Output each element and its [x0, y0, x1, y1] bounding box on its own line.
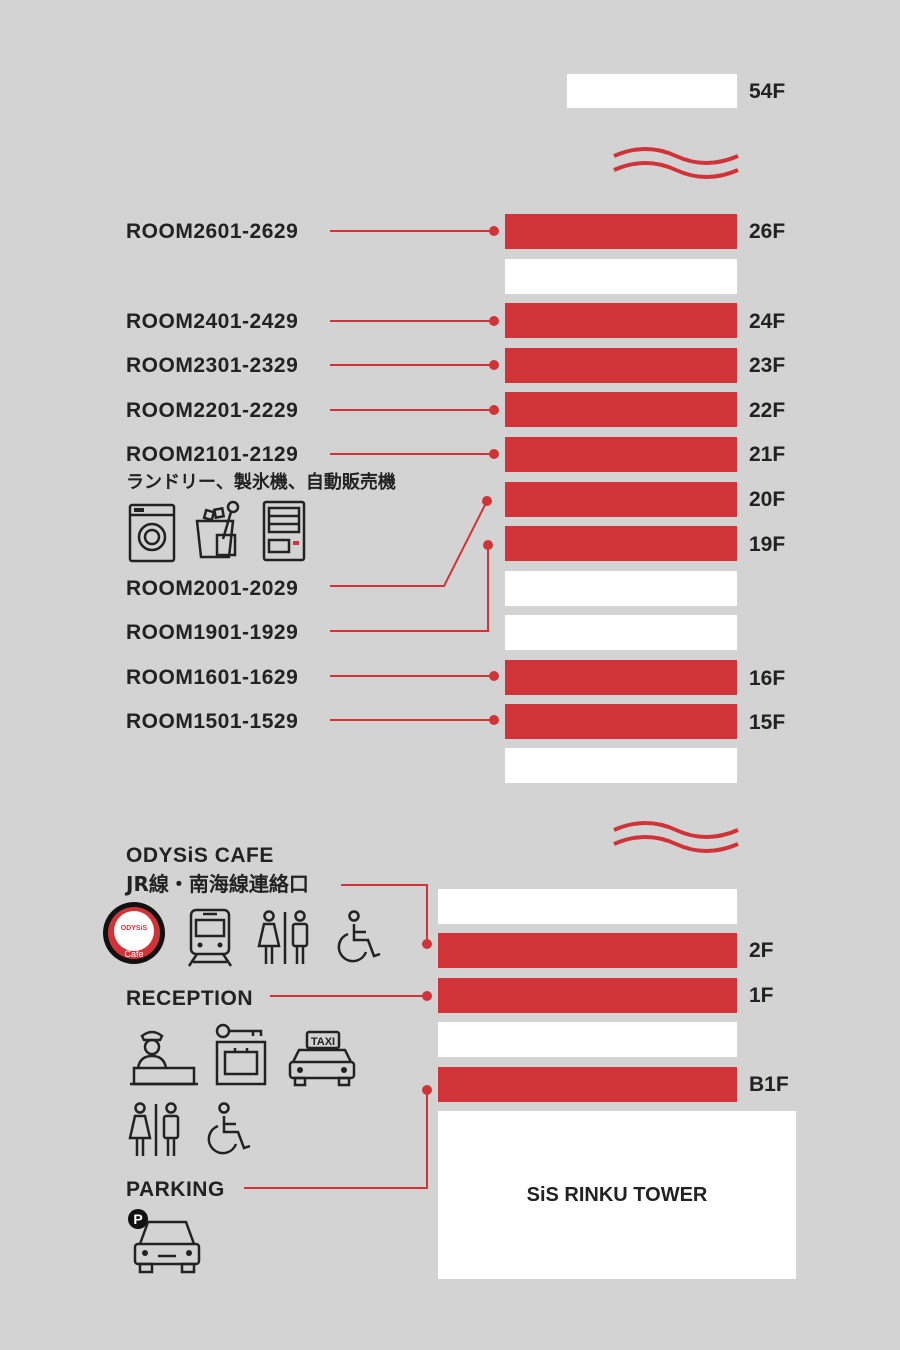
floor-label-19: 19F	[749, 533, 786, 556]
room-label-23: ROOM2301-2329	[126, 354, 299, 377]
wave-separator-bottom	[613, 821, 739, 853]
taxi-sign: TAXI	[311, 1036, 335, 1048]
floor-b1[interactable]	[438, 1067, 737, 1102]
floor-label-23: 23F	[749, 354, 786, 377]
room-label-16: ROOM1601-1629	[126, 666, 299, 689]
tower-base: SiS RINKU TOWER	[438, 1111, 796, 1279]
floor-25[interactable]	[505, 259, 737, 294]
floor-m[interactable]	[438, 1022, 737, 1057]
floor-label-20: 20F	[749, 488, 786, 511]
cafe-logo-icon: ODYSiS Cafe	[103, 902, 165, 964]
room-label-15: ROOM1501-1529	[126, 710, 299, 733]
floor-14[interactable]	[505, 748, 737, 783]
floor-label-21: 21F	[749, 443, 786, 466]
wheelchair-icon	[337, 910, 381, 963]
floor-18[interactable]	[505, 571, 737, 606]
train-icon	[187, 908, 233, 967]
room-label-24: ROOM2401-2429	[126, 310, 299, 333]
key-locker-icon	[215, 1023, 267, 1086]
floor-label-2: 2F	[749, 939, 774, 962]
room-label-22: ROOM2201-2229	[126, 399, 299, 422]
room-label-20: ROOM2001-2029	[126, 577, 299, 600]
floor-label-15: 15F	[749, 711, 786, 734]
rail-label: JR線・南海線連絡口	[126, 872, 309, 896]
floor-label-b1: B1F	[749, 1073, 789, 1096]
cafe-logo-brand: ODYSiS	[121, 925, 148, 932]
vending-machine-icon	[262, 500, 306, 562]
floor-15[interactable]	[505, 704, 737, 739]
wave-separator-top	[613, 147, 739, 179]
laundry-icon	[128, 503, 176, 563]
floor-1[interactable]	[438, 978, 737, 1013]
parking-icon: P	[128, 1209, 201, 1274]
room-label-21: ROOM2101-2129	[126, 443, 299, 466]
parking-label: PARKING	[126, 1178, 225, 1201]
room-label-26: ROOM2601-2629	[126, 220, 299, 243]
floor-20[interactable]	[505, 482, 737, 517]
tower-name: SiS RINKU TOWER	[526, 1183, 708, 1206]
floor-21[interactable]	[505, 437, 737, 472]
floor-16[interactable]	[505, 660, 737, 695]
reception-desk-icon	[130, 1030, 198, 1086]
floor-17[interactable]	[505, 615, 737, 650]
floor-3[interactable]	[438, 889, 737, 924]
laundry-label: ランドリー、製氷機、自動販売機	[126, 472, 396, 493]
floor-19[interactable]	[505, 526, 737, 561]
floor-label-1: 1F	[749, 984, 774, 1007]
ice-machine-icon	[195, 500, 240, 559]
taxi-icon: TAXI	[288, 1030, 356, 1087]
floor-2[interactable]	[438, 933, 737, 968]
floor-label-16: 16F	[749, 667, 786, 690]
reception-label: RECEPTION	[126, 987, 254, 1010]
parking-sign: P	[133, 1211, 142, 1227]
floor-label-26: 26F	[749, 220, 786, 243]
floor-label-54: 54F	[749, 80, 786, 103]
floor-54[interactable]	[567, 74, 737, 108]
floor-22[interactable]	[505, 392, 737, 427]
floor-24[interactable]	[505, 303, 737, 338]
floor-label-24: 24F	[749, 310, 786, 333]
restroom-icon-1f	[128, 1102, 180, 1156]
room-label-19: ROOM1901-1929	[126, 621, 299, 644]
restroom-icon	[257, 910, 309, 964]
cafe-logo-text: Cafe	[124, 949, 143, 959]
floor-label-22: 22F	[749, 399, 786, 422]
wheelchair-icon-1f	[207, 1102, 251, 1155]
floor-23[interactable]	[505, 348, 737, 383]
floor-26[interactable]	[505, 214, 737, 249]
cafe-label: ODYSiS CAFE	[126, 844, 274, 867]
